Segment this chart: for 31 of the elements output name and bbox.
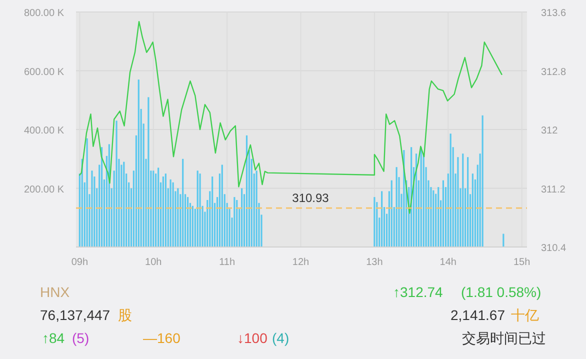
text: 十亿 — [511, 307, 539, 323]
y-tick-label: 600.00 K — [24, 66, 64, 78]
text: (1.81 0.58%) — [461, 284, 542, 300]
x-tick-label: 10h — [145, 257, 162, 268]
y-tick-label: 200.00 K — [24, 184, 64, 196]
text: 股 — [118, 307, 132, 323]
y2-tick-label: 310.4 — [541, 243, 566, 254]
y2-tick-label: 312 — [541, 126, 558, 136]
text: (5) — [72, 330, 90, 346]
x-tick-label: 14h — [440, 257, 456, 268]
y-tick-label: 800.00 K — [24, 8, 64, 19]
text: 2,141.67 — [450, 307, 506, 323]
x-tick-label: 09h — [71, 257, 88, 268]
text: ↑312.74 — [393, 284, 444, 300]
text: (4) — [272, 330, 290, 346]
text: 76,137,447 — [40, 307, 110, 323]
x-tick-label: 15h — [514, 257, 530, 268]
x-tick-label: 11h — [219, 257, 236, 268]
text: —160 — [143, 330, 181, 346]
text: ↓100 — [237, 330, 268, 346]
text: 交易时间已过 — [462, 330, 546, 346]
text: HNX — [40, 284, 70, 300]
text: ↑84 — [42, 330, 65, 346]
y2-tick-label: 313.6 — [541, 8, 566, 19]
x-tick-label: 12h — [292, 257, 310, 268]
ref-line-label: 310.93 — [292, 191, 330, 206]
y2-tick-label: 311.2 — [541, 184, 566, 196]
x-tick-label: 13h — [366, 257, 383, 268]
line-series — [79, 20, 502, 214]
y-tick-label: 400.00 K — [24, 126, 64, 136]
y2-tick-label: 312.8 — [541, 66, 566, 78]
